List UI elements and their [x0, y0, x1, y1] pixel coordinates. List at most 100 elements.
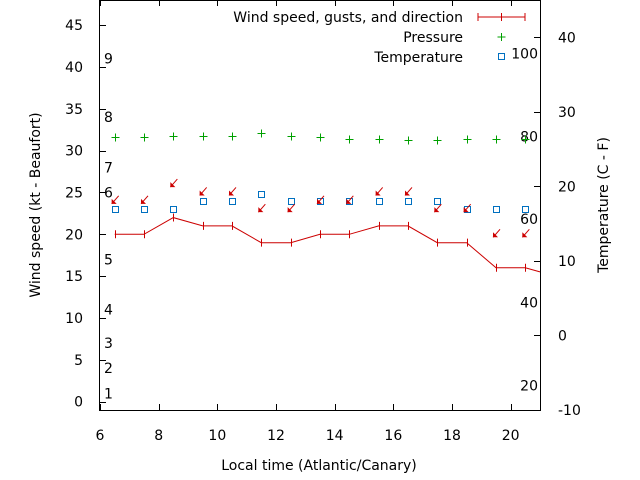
beaufort-label: 2	[104, 361, 113, 377]
temperature-point	[522, 206, 529, 213]
y-left-tick-label: 10	[65, 311, 83, 327]
y-left-tick-label: 35	[65, 102, 83, 118]
pressure-point	[140, 133, 149, 142]
wind-arrow	[111, 195, 120, 205]
wind-arrow	[492, 228, 501, 238]
temperature-point	[141, 206, 148, 213]
y-right-tick-label: 0	[558, 328, 567, 344]
wind-arrow-head	[258, 207, 264, 213]
beaufort-labels: 1 2 3 4 5 6 7 8 9	[104, 52, 113, 403]
wind-arrow	[345, 195, 354, 205]
legend-entry-pressure: Pressure	[403, 30, 506, 46]
y-left-tick-label: 0	[74, 395, 83, 411]
wind-speed-line	[114, 217, 541, 273]
fahrenheit-label: 20	[520, 378, 538, 394]
wind-arrow	[199, 187, 208, 196]
y-left-tick-label: 15	[65, 269, 83, 285]
beaufort-label: 5	[104, 252, 113, 268]
wind-direction-arrows	[111, 178, 530, 238]
plot-area	[99, 0, 541, 411]
x-tick-label: 10	[208, 428, 226, 444]
wind-arrow	[521, 228, 530, 238]
wind-arrow	[404, 187, 413, 196]
fahrenheit-label: 60	[520, 212, 538, 228]
wind-arrow-head	[199, 190, 205, 196]
wind-arrow-head	[346, 198, 352, 204]
wind-arrow	[140, 195, 149, 205]
temperature-point	[288, 198, 295, 205]
wind-arrow-head	[287, 207, 293, 213]
temperature-point	[200, 198, 207, 205]
beaufort-label: 9	[104, 52, 113, 68]
beaufort-label: 4	[104, 303, 113, 319]
temperature-point	[229, 198, 236, 205]
temperature-point	[376, 198, 383, 205]
x-tick-label: 16	[384, 428, 402, 444]
legend-entry-temperature: Temperature	[373, 50, 505, 66]
temperature-point	[170, 206, 177, 213]
beaufort-label: 1	[104, 386, 113, 402]
wind-arrow-head	[170, 182, 176, 188]
y-left-tick-label: 25	[65, 185, 83, 201]
wind-arrow-head	[493, 232, 498, 238]
x-tick-label: 14	[326, 428, 344, 444]
axis-ticks: 6 8 10 12 14 16 18 20051015202530354045-1001020…	[65, 0, 581, 444]
y-left-tick-label: 40	[65, 60, 83, 76]
wind-arrow	[463, 203, 472, 213]
wind-arrow-head	[141, 198, 146, 204]
pressure-point	[375, 135, 384, 144]
wind-arrow	[433, 203, 442, 213]
pressure-point	[521, 135, 530, 144]
beaufort-label: 7	[104, 160, 113, 176]
fahrenheit-label: 100	[511, 47, 538, 63]
wind-arrow	[257, 203, 266, 213]
pressure-point	[433, 136, 442, 145]
wind-arrow	[287, 203, 296, 213]
legend-label-pressure: Pressure	[403, 30, 463, 46]
legend-entry-wind: Wind speed, gusts, and direction	[233, 10, 526, 26]
pressure-point	[287, 132, 296, 141]
y-axis-label-right: Temperature (C - F)	[596, 137, 612, 274]
fahrenheit-label: 40	[520, 296, 538, 312]
pressure-point	[169, 132, 178, 141]
temperature-point	[112, 206, 119, 213]
pressure-point	[345, 135, 354, 144]
pressure-point	[111, 133, 120, 142]
wind-arrow-head	[522, 232, 528, 238]
x-tick-label: 12	[267, 428, 285, 444]
y-left-tick-label: 45	[65, 18, 83, 34]
wind-arrow-head	[434, 207, 440, 213]
y-left-tick-label: 20	[65, 227, 83, 243]
legend-label-wind: Wind speed, gusts, and direction	[233, 10, 463, 26]
plot-frame	[99, 0, 541, 411]
x-tick-label: 20	[502, 428, 520, 444]
data-series	[111, 129, 541, 273]
y-right-tick-label: 20	[558, 179, 576, 195]
pressure-point	[492, 135, 501, 144]
pressure-point	[404, 136, 413, 145]
fahrenheit-label: 80	[520, 129, 538, 145]
pressure-point	[257, 129, 266, 138]
temperature-point	[434, 198, 441, 205]
wind-arrow-head	[229, 190, 234, 196]
x-axis-label: Local time (Atlantic/Canary)	[221, 458, 417, 474]
beaufort-label: 3	[104, 336, 113, 352]
pressure-point	[199, 132, 208, 141]
beaufort-label: 8	[104, 110, 113, 126]
x-tick-label: 6	[96, 428, 105, 444]
y-right-tick-label: 40	[558, 30, 576, 46]
pressure-point	[228, 132, 237, 141]
wind-arrow-head	[405, 190, 410, 196]
y-left-tick-label: 5	[74, 353, 83, 369]
y-right-tick-label: 30	[558, 105, 576, 121]
pressure-point	[316, 133, 325, 142]
wind-arrow	[375, 187, 384, 196]
x-tick-label: 8	[154, 428, 163, 444]
y-right-tick-label: -10	[558, 403, 581, 419]
temperature-point	[258, 191, 265, 198]
wind-arrow-head	[463, 207, 469, 213]
wind-arrow-head	[375, 190, 381, 196]
legend-marker-temperature	[498, 53, 505, 60]
wind-arrow	[316, 195, 325, 205]
